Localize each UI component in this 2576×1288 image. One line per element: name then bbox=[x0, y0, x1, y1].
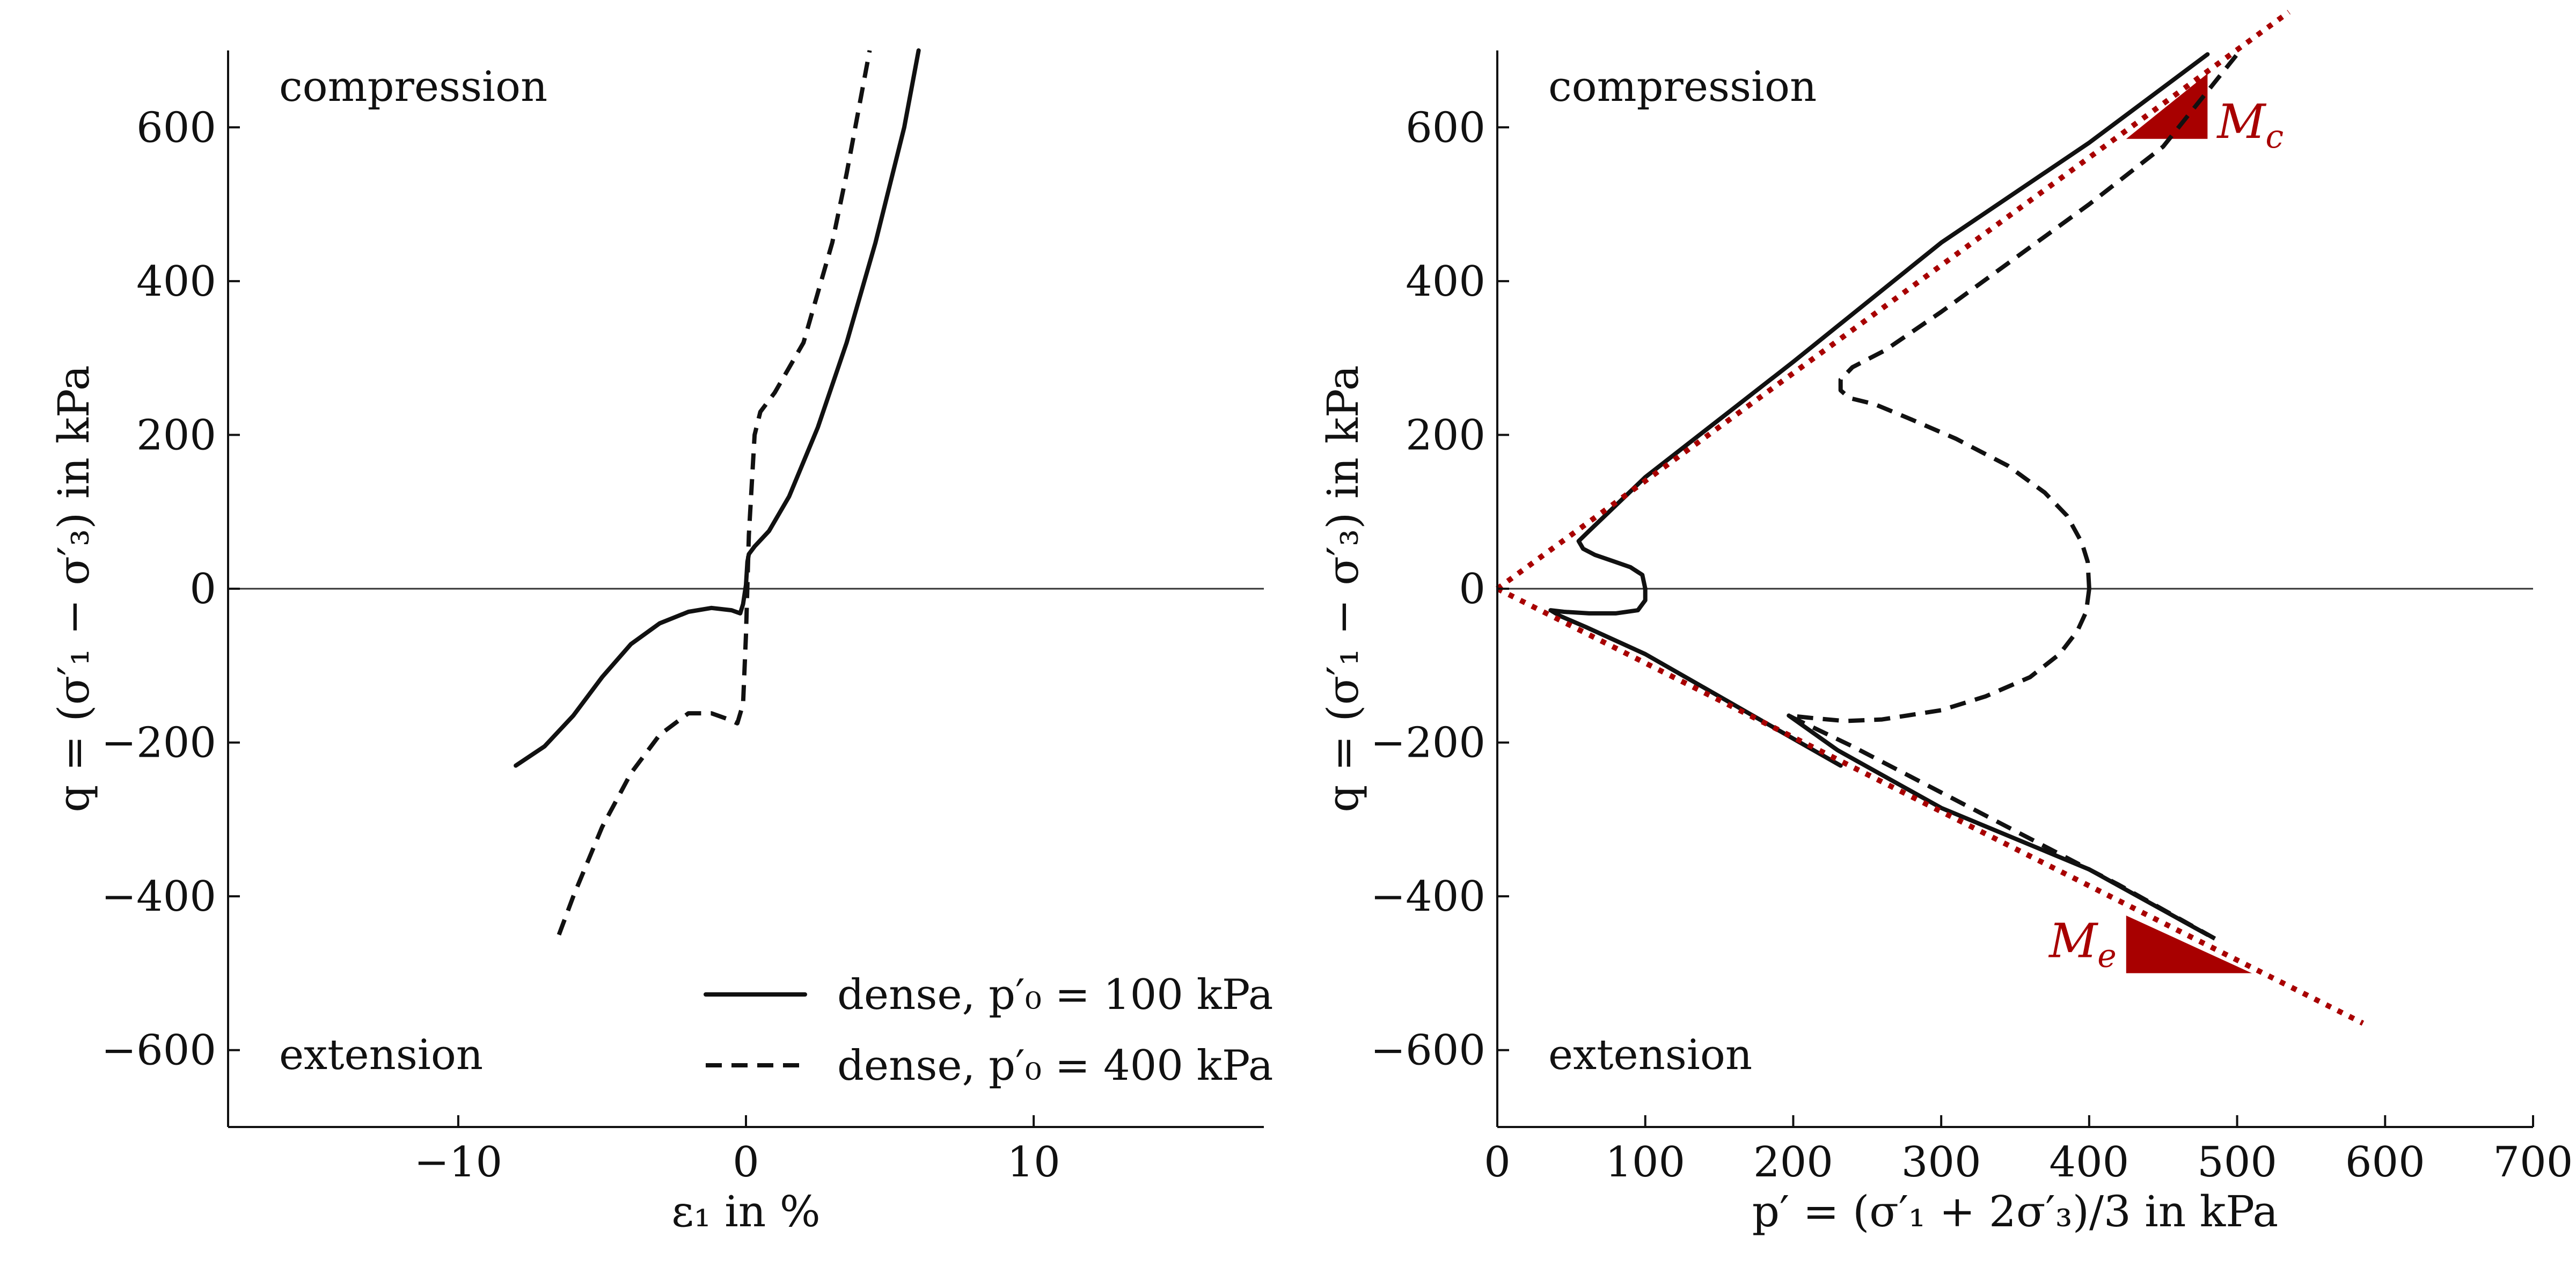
right-x-tick-label: 0 bbox=[1484, 1138, 1511, 1187]
slope-triangle-me bbox=[2126, 916, 2252, 974]
right-x-tick-label: 300 bbox=[1901, 1138, 1981, 1187]
right-series-dense-100kpa-segment bbox=[1576, 52, 2210, 591]
left-y-tick-label: 600 bbox=[136, 104, 216, 152]
left-annotation-extension: extension bbox=[279, 1031, 483, 1079]
right-y-tick-label: −200 bbox=[1371, 719, 1485, 767]
right-y-tick-label: 200 bbox=[1406, 411, 1485, 459]
left-x-tick-label: −10 bbox=[414, 1138, 503, 1187]
slope-label-mc: Mc bbox=[2216, 94, 2284, 156]
left-y-tick-label: 0 bbox=[189, 565, 216, 613]
right-data-layer: Mc Me bbox=[1496, 10, 2533, 1026]
right-annotation-compression: compression bbox=[1548, 63, 1817, 111]
right-y-tick-label: −400 bbox=[1371, 873, 1485, 921]
critical-state-line-compression bbox=[1496, 10, 2291, 591]
left-y-tick-label: 200 bbox=[136, 411, 216, 459]
legend-label-100kpa: dense, p′₀ = 100 kPa bbox=[837, 971, 1273, 1019]
right-x-tick-label: 200 bbox=[1753, 1138, 1833, 1187]
left-y-tick-label: −200 bbox=[101, 719, 216, 767]
left-annotation-compression: compression bbox=[279, 63, 547, 111]
left-series-dense-100kpa bbox=[514, 48, 921, 768]
right-series-dense-100kpa-segment bbox=[1787, 713, 2210, 937]
right-x-tick-label: 400 bbox=[2049, 1138, 2129, 1187]
left-ticks: −10 0 10 −600 −400 −200 0 200 400 600 bbox=[101, 104, 1060, 1187]
left-y-tick-label: −600 bbox=[101, 1027, 216, 1075]
left-chart: −10 0 10 −600 −400 −200 0 200 400 600 compression… bbox=[49, 48, 1273, 1236]
right-y-tick-label: −600 bbox=[1371, 1027, 1485, 1075]
left-y-tick-label: 400 bbox=[136, 258, 216, 306]
left-x-tick-label: 0 bbox=[733, 1138, 759, 1187]
right-x-tick-label: 100 bbox=[1605, 1138, 1685, 1187]
left-x-tick-label: 10 bbox=[1007, 1138, 1060, 1187]
right-series-dense-100kpa-segment bbox=[1548, 587, 1843, 768]
right-x-axis-label: p′ = (σ′₁ + 2σ′₃)/3 in kPa bbox=[1752, 1187, 2278, 1236]
right-y-tick-label: 400 bbox=[1406, 258, 1485, 306]
right-y-tick-label: 600 bbox=[1406, 104, 1485, 152]
right-annotation-extension: extension bbox=[1548, 1031, 1752, 1079]
right-y-tick-label: 0 bbox=[1459, 565, 1485, 613]
left-series-dense-400kpa bbox=[557, 50, 872, 936]
right-x-tick-label: 600 bbox=[2345, 1138, 2425, 1187]
legend: dense, p′₀ = 100 kPa dense, p′₀ = 400 kP… bbox=[704, 971, 1273, 1090]
left-data-layer bbox=[228, 48, 1264, 936]
slope-triangle-mc bbox=[2126, 74, 2208, 139]
left-y-tick-label: −400 bbox=[101, 873, 216, 921]
right-x-tick-label: 700 bbox=[2493, 1138, 2573, 1187]
right-x-tick-label: 500 bbox=[2197, 1138, 2277, 1187]
legend-label-400kpa: dense, p′₀ = 400 kPa bbox=[837, 1042, 1273, 1090]
right-ticks: 0 100 200 300 400 500 600 700 −600 −400 −200 0 200 40… bbox=[1371, 104, 2573, 1187]
left-y-axis-label: q = (σ′₁ − σ′₃) in kPa bbox=[49, 365, 99, 812]
slope-label-me: Me bbox=[2048, 913, 2117, 975]
right-series-dense-400kpa-segment bbox=[1838, 53, 2239, 589]
left-x-axis-label: ε₁ in % bbox=[671, 1187, 821, 1236]
right-series-dense-400kpa-segment bbox=[1787, 588, 2216, 941]
right-y-axis-label: q = (σ′₁ − σ′₃) in kPa bbox=[1318, 365, 1368, 812]
